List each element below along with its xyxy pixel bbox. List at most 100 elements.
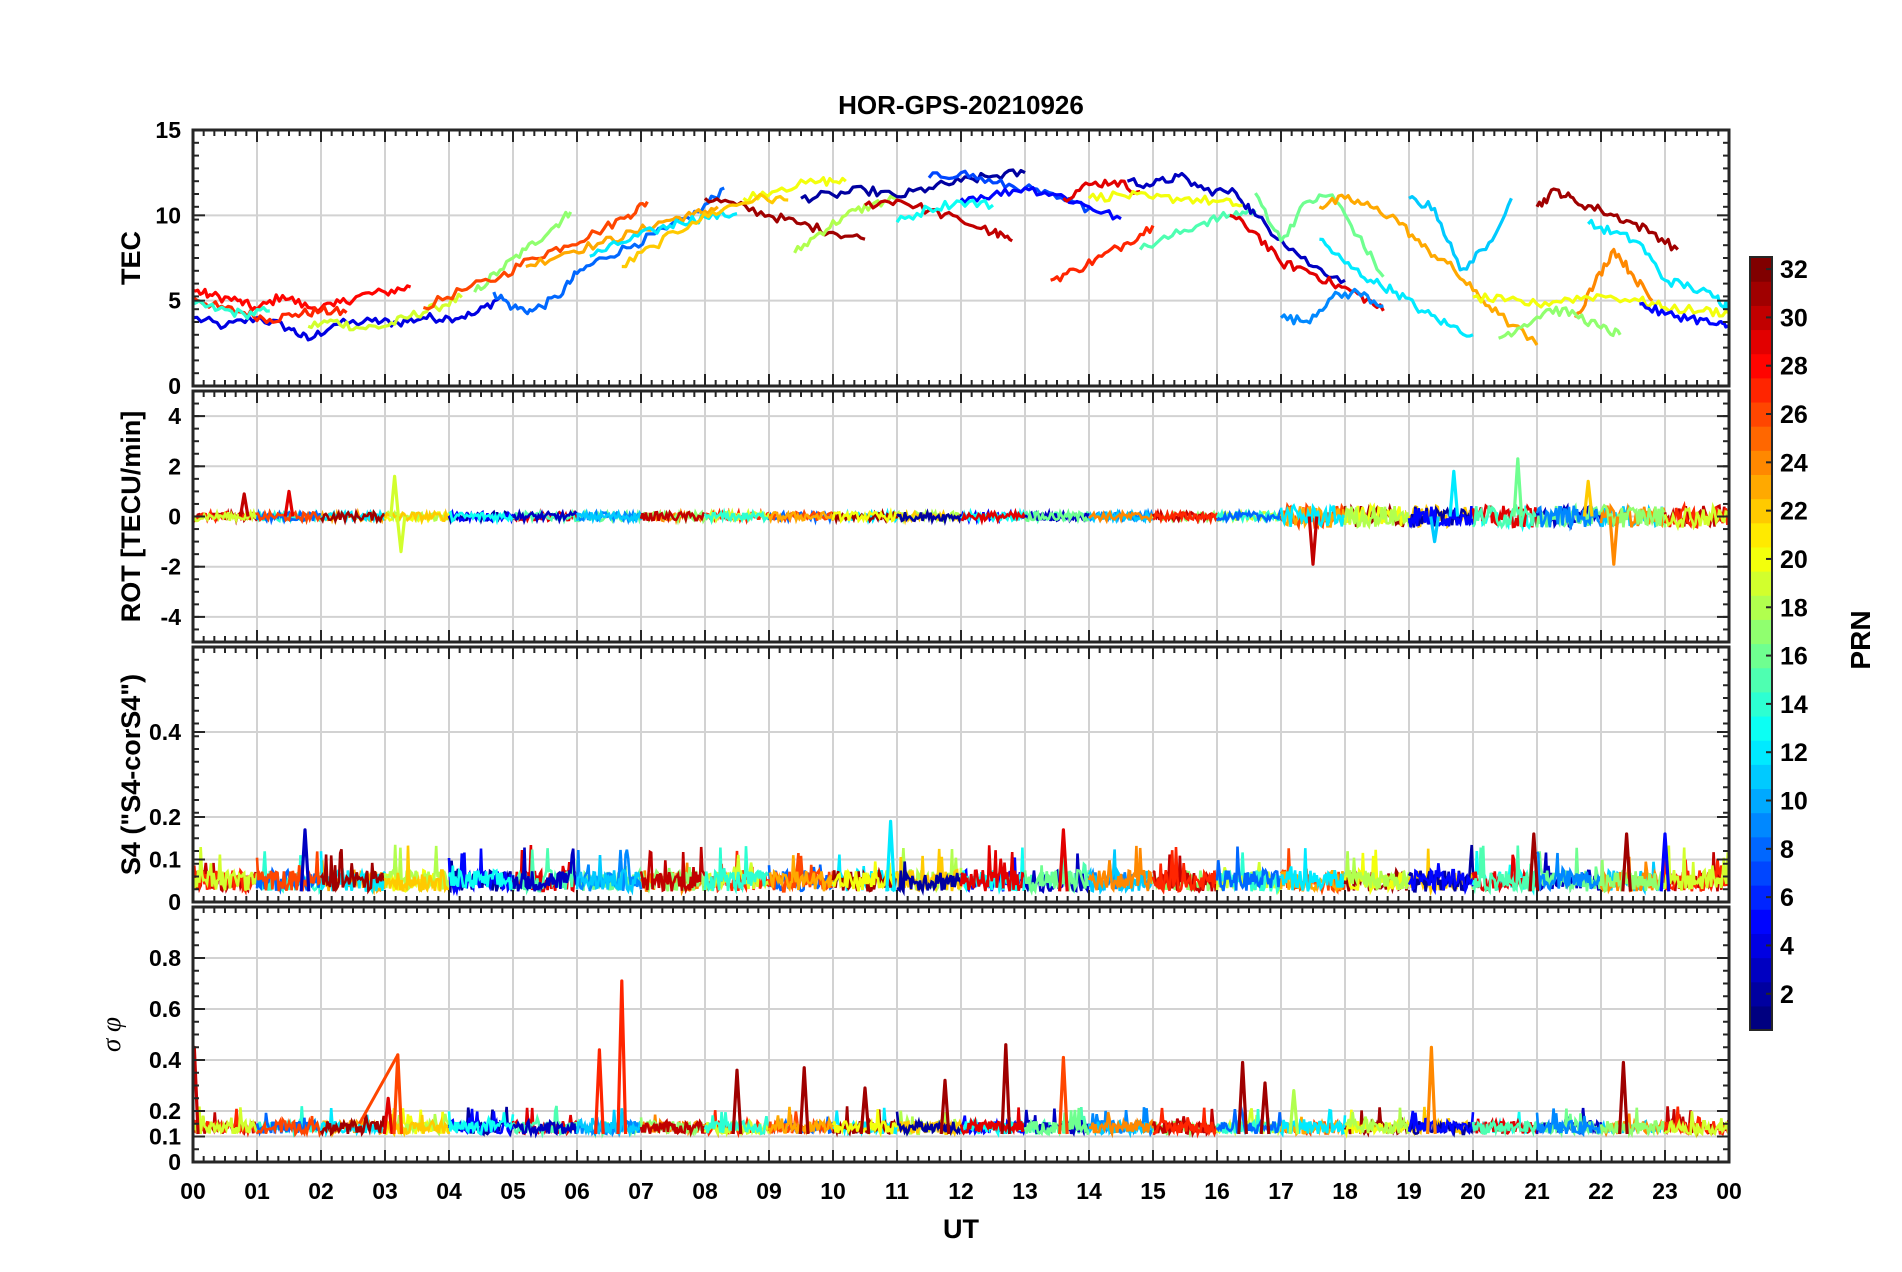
x-tick-label: 08 <box>692 1178 718 1204</box>
spike-prn-29 <box>1058 828 1069 892</box>
colorbar-swatch <box>1750 860 1772 886</box>
trace-prn-26 <box>255 1115 323 1138</box>
spike-prn-29 <box>283 489 295 517</box>
spike-prn-26 <box>392 1053 404 1135</box>
panel-tec: 0 5 10 15 TEC <box>116 117 1731 399</box>
trace-prn-5 <box>1407 505 1475 528</box>
tec-series-prn-31 <box>703 197 866 241</box>
spike-prn-31 <box>1259 1081 1271 1135</box>
y-axis-label: S4 ("S4-corS4") <box>116 674 146 875</box>
spike-prn-19 <box>389 474 400 517</box>
y-tick-label: 0.1 <box>149 1124 181 1150</box>
colorbar-swatch <box>1750 981 1772 1007</box>
colorbar-tick-label: 8 <box>1780 836 1794 864</box>
x-tick-label: 19 <box>1396 1178 1422 1204</box>
spike-prn-24 <box>1608 516 1620 566</box>
trace-prn-11 <box>575 855 643 896</box>
y-tick-label: 0.2 <box>149 804 181 830</box>
tec-series-prn-2 <box>800 168 1026 204</box>
trace-prn-14 <box>703 507 770 526</box>
colorbar-swatch <box>1750 667 1772 693</box>
trace-prn-2 <box>896 508 963 526</box>
colorbar-swatch <box>1750 836 1772 862</box>
tec-series-prn-17 <box>1498 305 1622 340</box>
trace-prn-17 <box>1599 859 1667 894</box>
colorbar-tick-label: 14 <box>1780 691 1808 719</box>
colorbar-swatch <box>1750 281 1772 306</box>
colorbar-swatch <box>1750 474 1772 500</box>
trace-prn-18 <box>1343 851 1411 891</box>
trace-prn-11 <box>575 508 643 525</box>
trace-prn-29 <box>959 845 1027 892</box>
trace-prn-2 <box>895 1111 963 1137</box>
trace-prn-30 <box>639 846 707 895</box>
trace-prn-8 <box>1215 507 1283 524</box>
x-tick-label: 12 <box>948 1178 974 1204</box>
spike-prn-22 <box>1582 479 1594 517</box>
figure-title: HOR-GPS-20210926 <box>838 90 1084 120</box>
spike-prn-3 <box>299 828 311 892</box>
trace-prn-19 <box>1663 845 1729 891</box>
trace-prn-26 <box>255 851 323 892</box>
tec-series-prn-17 <box>473 210 573 293</box>
tec-series-prn-22 <box>621 192 789 269</box>
y-tick-label: -4 <box>161 604 182 630</box>
colorbar-swatch <box>1750 426 1772 451</box>
y-tick-label: 0.2 <box>149 1098 181 1124</box>
colorbar-label: PRN <box>1845 610 1876 669</box>
tec-series-prn-5 <box>1639 301 1729 329</box>
y-tick-label: 0 <box>168 1149 181 1175</box>
colorbar-swatch <box>1750 909 1772 934</box>
spike-prn-12 <box>1448 469 1460 517</box>
trace-prn-3 <box>512 1117 579 1139</box>
trace-prn-16 <box>1023 508 1090 525</box>
ramp-prn-26 <box>358 1054 400 1125</box>
trace-prn-31 <box>319 1114 387 1137</box>
colorbar-swatch <box>1750 546 1772 572</box>
trace-prn-8 <box>1215 1104 1283 1136</box>
tec-series-prn-31 <box>1535 187 1679 252</box>
trace-prn-23 <box>768 855 835 893</box>
y-axis-label: TEC <box>116 231 146 285</box>
colorbar-tick-label: 32 <box>1780 256 1808 284</box>
y-axis-label: ROT [TECU/min] <box>116 411 146 622</box>
trace-prn-30 <box>1663 846 1729 892</box>
x-tick-label: 03 <box>372 1178 398 1204</box>
colorbar-swatch <box>1750 812 1772 838</box>
plot-area <box>193 819 1729 897</box>
trace-prn-9 <box>1535 1108 1603 1138</box>
trace-prn-19 <box>193 847 259 891</box>
colorbar-tick-label: 24 <box>1780 449 1808 477</box>
x-tick-label: 11 <box>885 1178 910 1204</box>
y-tick-label: 0 <box>168 504 181 530</box>
x-tick-label: 15 <box>1140 1178 1166 1204</box>
tec-series-prn-19 <box>307 292 463 332</box>
colorbar-tick-label: 28 <box>1780 353 1808 381</box>
x-tick-label: 07 <box>628 1178 654 1204</box>
colorbar-swatch <box>1750 522 1772 548</box>
x-tick-label: 21 <box>1524 1178 1550 1204</box>
colorbar-tick-label: 2 <box>1780 981 1794 1009</box>
x-tick-label: 20 <box>1460 1178 1486 1204</box>
spike-prn-31 <box>939 1078 951 1135</box>
tec-series-prn-26 <box>422 200 649 311</box>
colorbar-tick-label: 22 <box>1780 498 1808 526</box>
trace-prn-3 <box>511 847 579 892</box>
spike-prn-31 <box>1618 1060 1629 1135</box>
trace-prn-13 <box>448 510 515 526</box>
x-tick-label: 17 <box>1268 1178 1294 1204</box>
tec-series-prn-24 <box>1573 247 1654 319</box>
plot-area <box>193 457 1729 566</box>
x-tick-label: 10 <box>820 1178 846 1204</box>
colorbar-swatch <box>1750 933 1772 959</box>
trace-prn-18 <box>1343 505 1411 530</box>
tec-series-prn-7 <box>927 169 1091 214</box>
spike-prn-31 <box>1528 832 1540 892</box>
trace-prn-22 <box>383 845 449 894</box>
colorbar-swatch <box>1750 1005 1772 1031</box>
plot-area <box>193 168 1729 346</box>
x-tick-label: 06 <box>564 1178 590 1204</box>
x-tick-label: 13 <box>1012 1178 1038 1204</box>
y-tick-label: 0.4 <box>149 1047 181 1073</box>
